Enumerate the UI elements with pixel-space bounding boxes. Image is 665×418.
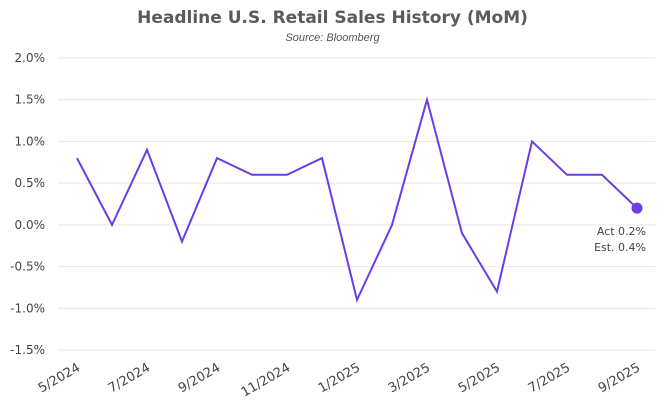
y-axis-ticks: 2.0% 1.5% 1.0% 0.5% 0.0% -0.5% -1.0% -1.5% bbox=[10, 51, 45, 357]
series-layer bbox=[76, 95, 643, 303]
x-tick-label: 11/2024 bbox=[239, 360, 293, 400]
annotation-estimate: Est. 0.4% bbox=[594, 241, 646, 254]
grid-lines bbox=[58, 57, 655, 351]
y-tick-label: 0.5% bbox=[15, 176, 46, 190]
chart-title: Headline U.S. Retail Sales History (MoM) bbox=[137, 8, 528, 28]
x-tick-label: 9/2024 bbox=[176, 360, 223, 396]
chart-subtitle: Source: Bloomberg bbox=[285, 32, 380, 44]
x-tick-label: 7/2025 bbox=[526, 360, 573, 396]
x-tick-label: 9/2025 bbox=[596, 360, 643, 396]
series-line bbox=[76, 95, 638, 303]
annotation-actual: Act 0.2% bbox=[597, 225, 646, 238]
y-tick-label: 0.0% bbox=[15, 218, 46, 232]
y-tick-label: -1.5% bbox=[10, 343, 45, 357]
y-tick-label: 1.0% bbox=[15, 134, 46, 148]
x-axis-ticks: 5/2024 7/2024 9/2024 11/2024 1/2025 3/2025 5/2… bbox=[36, 360, 643, 400]
x-tick-label: 5/2024 bbox=[36, 360, 83, 396]
x-tick-label: 5/2025 bbox=[456, 360, 503, 396]
last-data-point bbox=[631, 202, 643, 214]
annotation-layer: Act 0.2% Est. 0.4% bbox=[594, 225, 646, 254]
y-tick-label: -0.5% bbox=[10, 260, 45, 274]
y-tick-label: -1.0% bbox=[10, 301, 45, 315]
x-tick-label: 7/2024 bbox=[106, 360, 153, 396]
y-tick-label: 1.5% bbox=[15, 93, 46, 107]
y-tick-label: 2.0% bbox=[15, 51, 46, 65]
x-tick-label: 3/2025 bbox=[386, 360, 433, 396]
x-tick-label: 1/2025 bbox=[316, 360, 363, 396]
